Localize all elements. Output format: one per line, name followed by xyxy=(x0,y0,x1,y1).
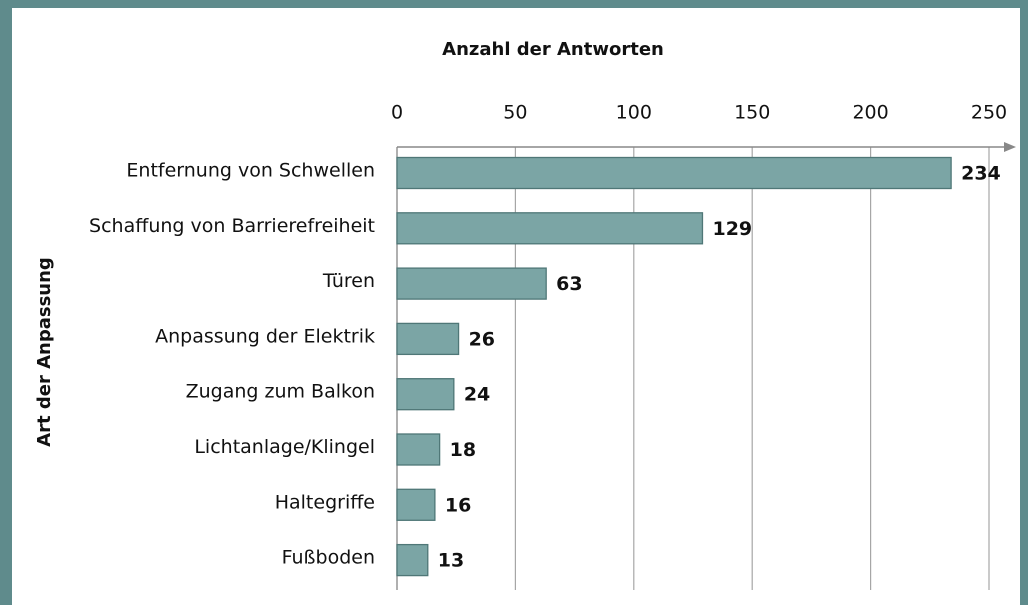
x-tick-label: 250 xyxy=(971,102,1007,124)
value-label: 63 xyxy=(556,273,582,295)
y-tick-label: Türen xyxy=(322,270,375,292)
value-label: 24 xyxy=(464,384,490,406)
axis-arrow xyxy=(1004,142,1016,152)
value-label: 18 xyxy=(450,439,476,461)
value-label: 26 xyxy=(469,328,495,350)
bar xyxy=(396,156,952,190)
x-tick-label: 150 xyxy=(734,102,770,124)
bar xyxy=(396,488,436,521)
value-label: 129 xyxy=(712,218,752,240)
bar xyxy=(396,267,547,300)
y-tick-label: Lichtanlage/Klingel xyxy=(194,436,375,458)
bar xyxy=(396,378,455,411)
bar xyxy=(396,543,429,577)
bar xyxy=(396,322,460,356)
x-tick-label: 200 xyxy=(852,102,888,124)
value-label: 16 xyxy=(445,494,471,516)
value-label: 13 xyxy=(438,550,464,572)
y-tick-label: Anpassung der Elektrik xyxy=(155,325,375,347)
bar xyxy=(396,433,441,466)
x-axis-title: Anzahl der Antworten xyxy=(442,39,664,60)
x-tick-label: 100 xyxy=(616,102,652,124)
x-tick-label: 0 xyxy=(391,102,403,124)
x-tick-label: 50 xyxy=(503,102,527,124)
y-tick-label: Zugang zum Balkon xyxy=(186,381,375,403)
y-axis-title: Art der Anpassung xyxy=(34,257,55,447)
y-tick-label: Haltegriffe xyxy=(275,491,375,513)
bar xyxy=(396,212,704,245)
y-tick-label: Schaffung von Barrierefreiheit xyxy=(89,215,375,237)
y-tick-label: Entfernung von Schwellen xyxy=(126,160,375,182)
y-tick-label: Fußboden xyxy=(282,547,375,569)
value-label: 234 xyxy=(961,163,1001,185)
